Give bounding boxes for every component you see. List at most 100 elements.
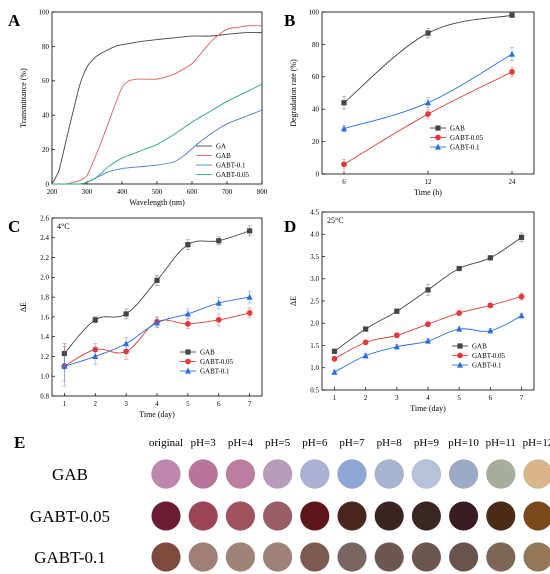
data-point-gab <box>216 238 222 244</box>
data-point-gab <box>518 234 525 240</box>
swatch-column-label: pH=9 <box>414 437 440 449</box>
legend-marker-gabt-0-1 <box>435 143 441 150</box>
series-ga <box>51 32 263 185</box>
data-point-gabt-0-1 <box>456 325 463 332</box>
series-line-gabt-0-05 <box>334 296 522 360</box>
data-point-gab <box>247 228 253 234</box>
film-swatch <box>337 542 367 572</box>
film-swatch <box>300 459 330 489</box>
x-tick-label: 5 <box>186 400 190 408</box>
swatch-column-label: pH=3 <box>191 437 217 449</box>
legend-label-gabt-0-1: GABT-0.1 <box>450 144 480 152</box>
y-tick-label: 4.5 <box>310 208 319 216</box>
x-tick-label: 3 <box>395 394 399 402</box>
x-axis-label: Wavelength (nm) <box>129 198 185 207</box>
legend-label-gabt-0-05: GABT-0.05 <box>472 352 505 360</box>
data-point-gab <box>185 242 191 248</box>
data-point-gabt-0-05 <box>184 320 191 327</box>
y-tick-label: 80 <box>312 41 320 49</box>
swatch-row-gab: GAB <box>52 459 550 489</box>
y-tick-label: 40 <box>42 112 50 120</box>
series-line-gabt-0-1 <box>64 296 250 367</box>
x-tick-label: 500 <box>152 188 163 196</box>
x-axis-label: Time (h) <box>414 188 442 197</box>
panel-d: D 0.5 1.0 1.5 2.0 2.5 3.0 3.5 4.0 4.5 1 2 3 4 5 6 7 Time … <box>284 208 535 413</box>
series-gab <box>51 25 263 185</box>
swatch-column-label: pH=11 <box>486 437 516 449</box>
y-tick-label: 4.0 <box>310 231 319 239</box>
data-point-gabt-0-1 <box>518 312 525 319</box>
legend-label-gab: GAB <box>200 349 215 357</box>
data-point-gabt-0-05 <box>341 161 347 168</box>
film-swatch <box>448 459 479 489</box>
legend-label-gab: GAB <box>450 125 465 133</box>
data-point-gab <box>509 12 515 18</box>
data-point-gabt-0-05 <box>246 310 253 316</box>
plot-frame <box>51 217 263 397</box>
panel-letter-b: B <box>284 11 295 30</box>
legend-label-gabt-0-05: GABT-0.05 <box>450 134 483 142</box>
series-gabt-0-05 <box>331 292 525 362</box>
x-tick-label: 5 <box>457 394 461 402</box>
data-point-gab <box>394 308 400 314</box>
film-swatch <box>523 542 550 572</box>
film-swatch <box>262 501 293 531</box>
film-swatch <box>523 459 550 489</box>
x-tick-label: 200 <box>47 188 58 196</box>
panel-letter-c: C <box>8 217 20 236</box>
series-gabt-0-1 <box>341 47 515 133</box>
legend-marker-gabt-0-1 <box>185 367 191 374</box>
film-swatch <box>188 501 218 531</box>
data-point-gabt-0-1 <box>425 99 431 106</box>
series-gabt-0-05 <box>341 66 515 170</box>
film-swatch <box>262 459 293 489</box>
panel-a: A 0 20 40 60 80 100 200 300 400 500 600 700 800 Wavele… <box>8 8 268 207</box>
legend-label-gab: GAB <box>472 343 487 351</box>
y-tick-label: 1.6 <box>40 313 49 321</box>
y-tick-label: 20 <box>42 146 50 154</box>
temperature-note: 25°C <box>327 216 344 225</box>
swatch-column-label: pH=4 <box>228 437 254 449</box>
legend-label-gabt-0-05: GABT-0.05 <box>200 358 233 366</box>
film-swatch <box>188 459 218 489</box>
data-point-gabt-0-1 <box>215 299 222 306</box>
x-tick-label: 6 <box>217 400 221 408</box>
data-point-gabt-0-05 <box>425 111 431 117</box>
data-point-gabt-0-1 <box>425 337 431 344</box>
data-point-gabt-0-05 <box>487 302 494 309</box>
x-tick-label: 6 <box>489 394 493 402</box>
swatch-row-label: GAB <box>52 465 88 484</box>
x-tick-label: 2 <box>93 400 97 408</box>
swatch-column-label: pH=6 <box>302 437 328 449</box>
film-swatch <box>300 501 330 531</box>
x-tick-label: 400 <box>117 188 128 196</box>
legend-label-gabt-0-1: GABT-0.1 <box>472 362 502 370</box>
film-swatch <box>225 542 256 572</box>
plot-frame <box>321 211 535 391</box>
series-line-ga <box>51 32 263 185</box>
panel-letter-a: A <box>8 11 21 30</box>
x-tick-label: 1 <box>63 400 67 408</box>
x-tick-label: 3 <box>124 400 128 408</box>
x-tick-label: 800 <box>257 188 268 196</box>
panel-c: C 0.8 1.0 1.2 1.4 1.6 1.8 2.0 2.2 2.4 2.6 1 2 3 4 5 6 7 Ti… <box>8 214 263 419</box>
swatch-column-label: pH=10 <box>448 437 479 449</box>
legend-marker-gabt-0-05 <box>457 352 463 359</box>
legend-label-gabt-0-1: GABT-0.1 <box>216 162 246 170</box>
y-tick-label: 40 <box>312 106 320 114</box>
x-tick-label: 7 <box>520 394 524 402</box>
legend-marker-gab <box>185 349 191 355</box>
data-point-gabt-0-1 <box>123 340 130 347</box>
series-gab <box>341 12 515 110</box>
swatch-row-gabt-0-1: GABT-0.1 <box>34 542 550 572</box>
y-tick-label: 1.0 <box>310 364 319 372</box>
swatch-row-label: GABT-0.1 <box>34 548 106 567</box>
y-tick-label: 1.8 <box>40 294 49 302</box>
legend-label-gabt-0-1: GABT-0.1 <box>200 368 230 376</box>
data-point-gabt-0-05 <box>215 316 222 323</box>
y-tick-label: 60 <box>42 77 50 85</box>
x-tick-label: 600 <box>187 188 198 196</box>
x-axis-label: Time (day) <box>139 410 175 419</box>
